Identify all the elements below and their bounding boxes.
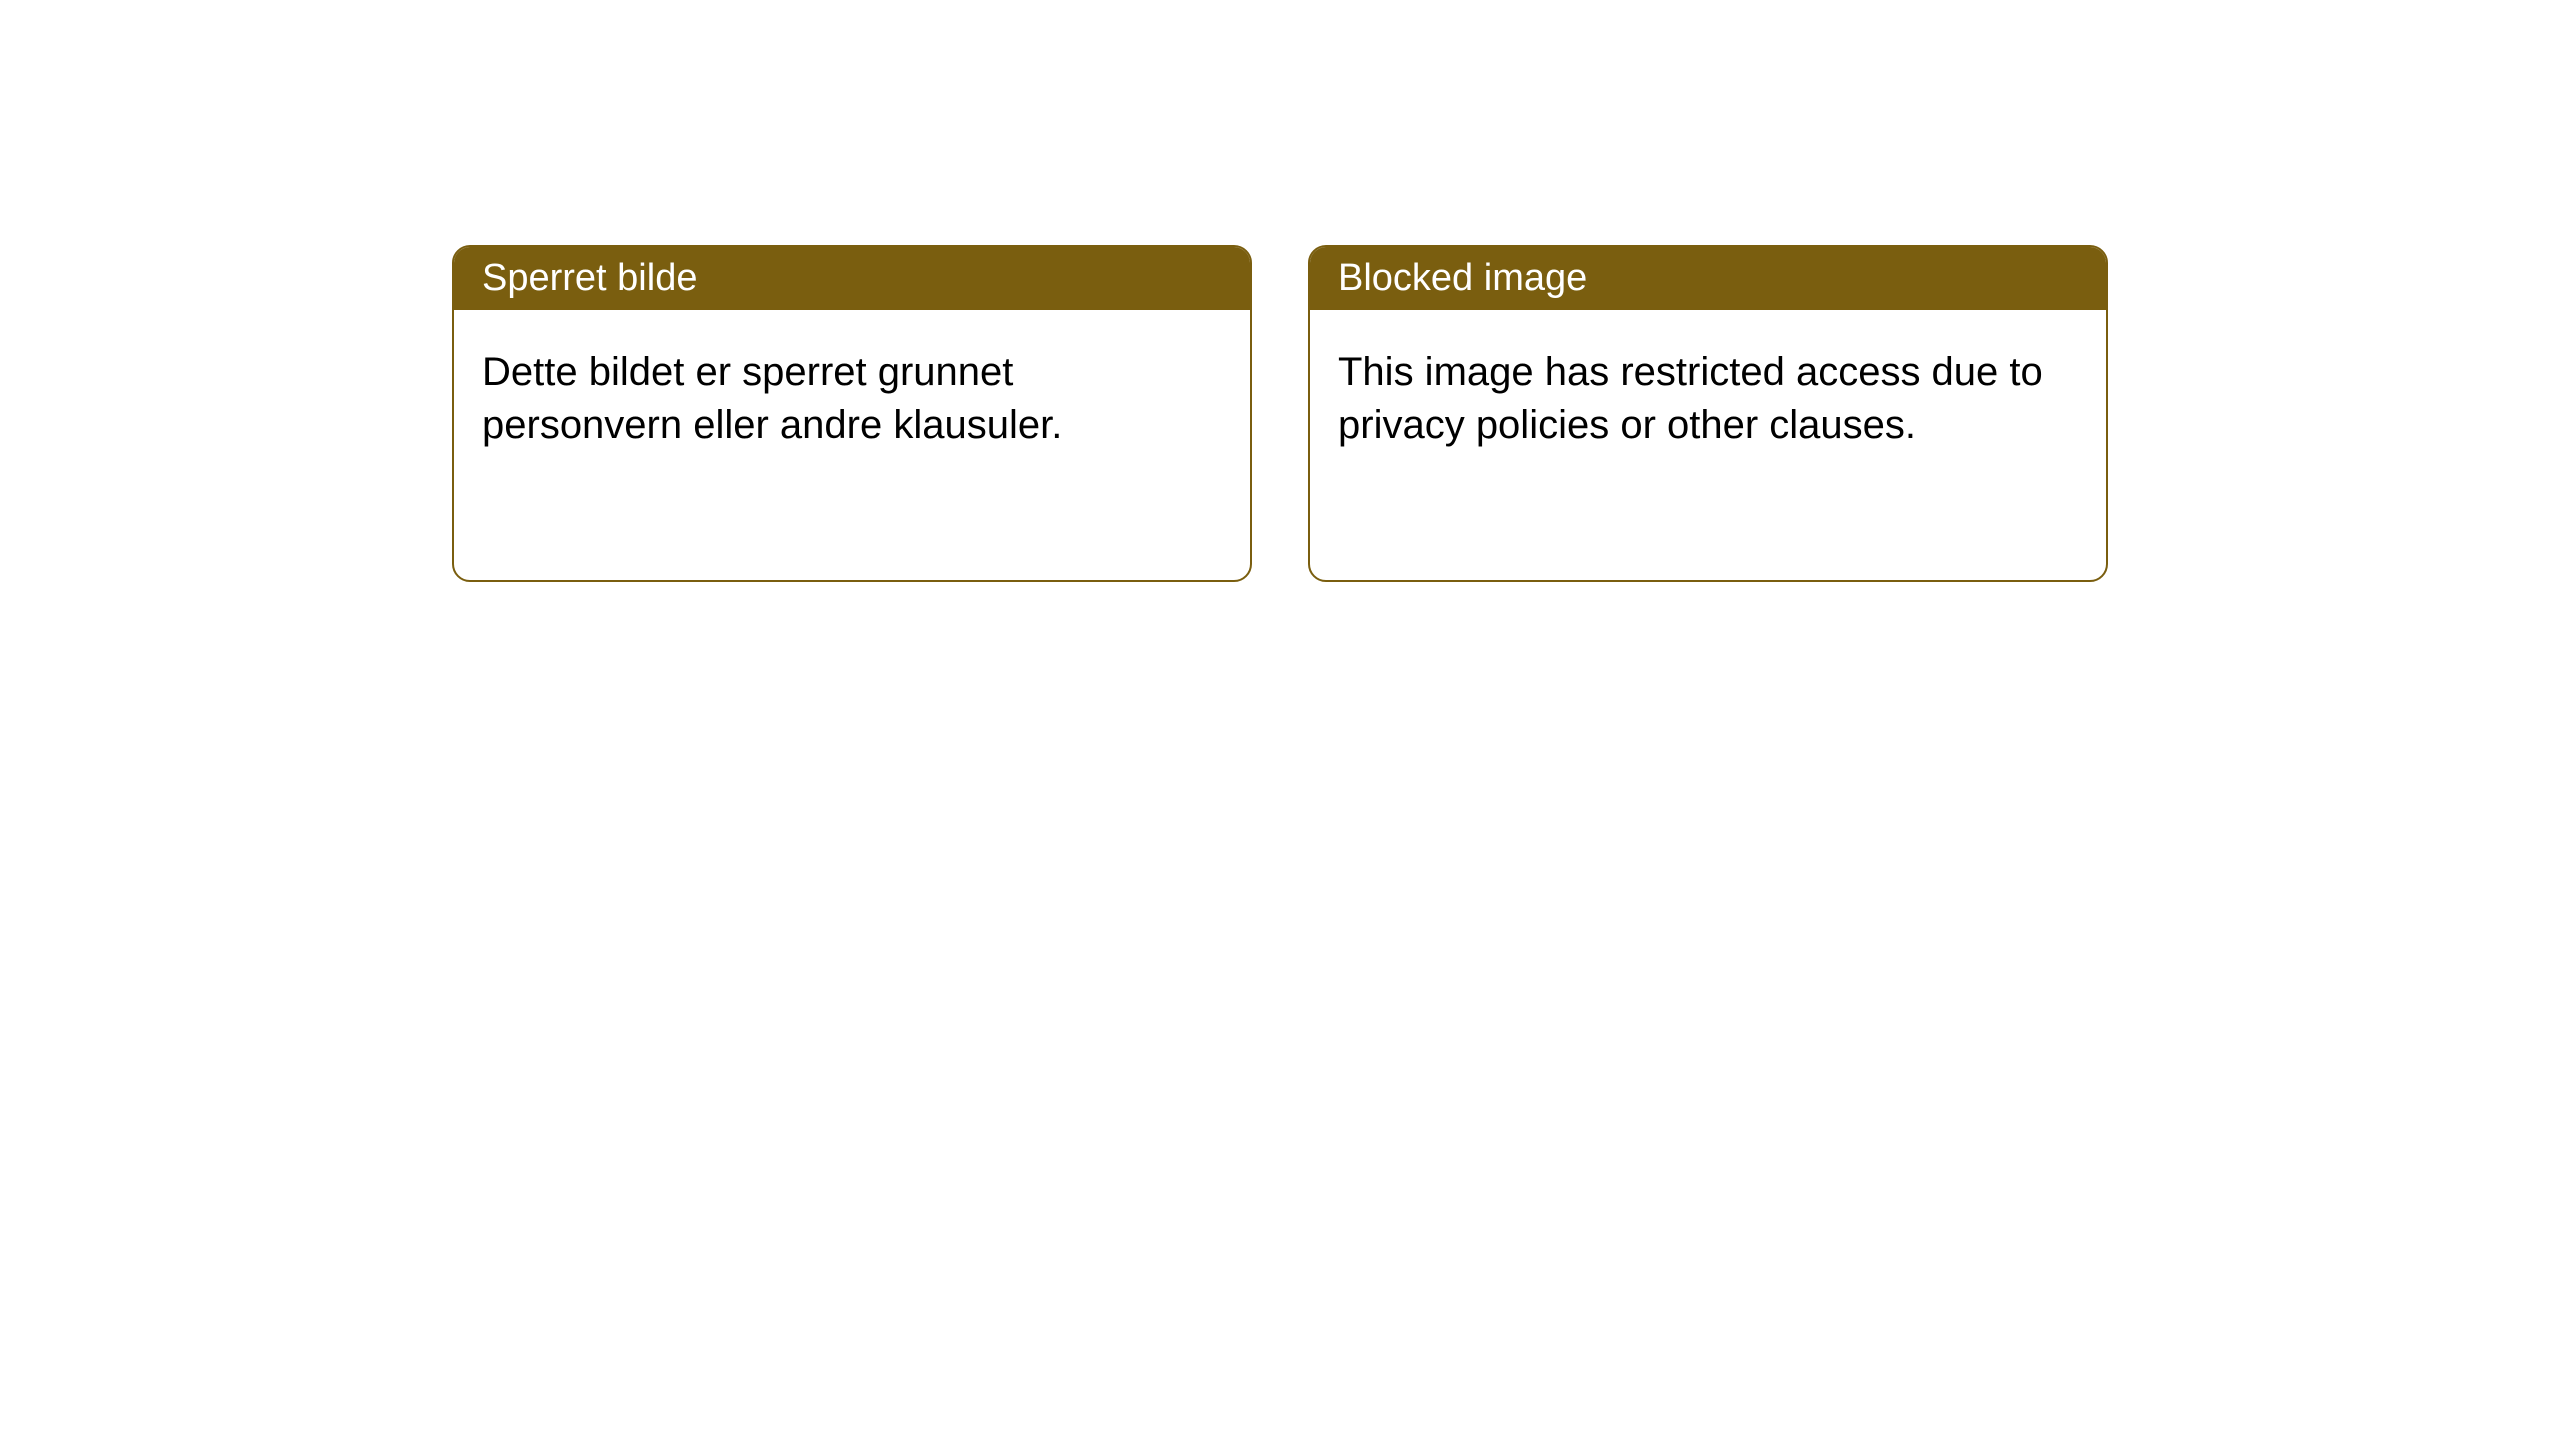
- notice-container: Sperret bilde Dette bildet er sperret gr…: [452, 245, 2108, 582]
- card-header-norwegian: Sperret bilde: [454, 247, 1250, 310]
- blocked-image-card-english: Blocked image This image has restricted …: [1308, 245, 2108, 582]
- card-title: Sperret bilde: [482, 257, 697, 299]
- card-body-text: This image has restricted access due to …: [1338, 350, 2043, 447]
- card-title: Blocked image: [1338, 257, 1587, 299]
- card-body-text: Dette bildet er sperret grunnet personve…: [482, 350, 1062, 447]
- blocked-image-card-norwegian: Sperret bilde Dette bildet er sperret gr…: [452, 245, 1252, 582]
- card-body-norwegian: Dette bildet er sperret grunnet personve…: [454, 310, 1250, 580]
- card-header-english: Blocked image: [1310, 247, 2106, 310]
- card-body-english: This image has restricted access due to …: [1310, 310, 2106, 580]
